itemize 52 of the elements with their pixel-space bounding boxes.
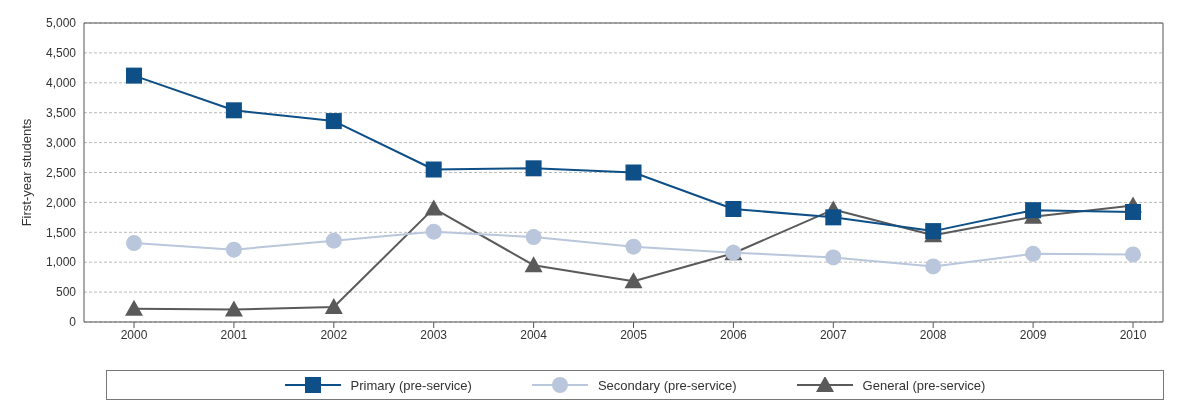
point bbox=[125, 299, 143, 316]
x-tick-label: 2009 bbox=[1019, 327, 1047, 342]
point bbox=[625, 238, 642, 255]
point bbox=[825, 249, 842, 266]
point bbox=[126, 235, 142, 252]
x-tick-label: 2002 bbox=[320, 327, 348, 342]
point bbox=[425, 223, 442, 240]
y-tick-label: 3,000 bbox=[45, 135, 77, 150]
point bbox=[325, 113, 342, 130]
point bbox=[825, 209, 842, 226]
point bbox=[625, 164, 642, 181]
point bbox=[525, 160, 542, 177]
x-tick-label: 2008 bbox=[919, 327, 947, 342]
point bbox=[1025, 245, 1042, 262]
y-tick-label: 2,500 bbox=[45, 165, 77, 180]
point bbox=[324, 298, 343, 315]
x-tick-label: 2003 bbox=[420, 327, 448, 342]
point bbox=[1125, 246, 1141, 263]
point bbox=[224, 300, 243, 317]
point bbox=[225, 241, 242, 258]
x-tick-label: 2001 bbox=[220, 327, 248, 342]
y-axis-title: First-year students bbox=[18, 118, 34, 227]
x-tick-label: 2006 bbox=[720, 327, 748, 342]
point bbox=[925, 258, 942, 275]
point bbox=[424, 199, 443, 216]
y-tick-label: 0 bbox=[69, 315, 77, 330]
point bbox=[1025, 202, 1042, 219]
point bbox=[624, 272, 643, 289]
x-tick-label: 2000 bbox=[120, 327, 148, 342]
legend-label: Secondary (pre-service) bbox=[597, 377, 737, 393]
point bbox=[524, 256, 543, 273]
y-tick-label: 3,500 bbox=[45, 105, 77, 120]
x-tick-label: 2007 bbox=[819, 327, 847, 342]
legend-label: General (pre-service) bbox=[862, 377, 986, 393]
point bbox=[725, 200, 742, 217]
point bbox=[1125, 203, 1141, 220]
x-tick-label: 2010 bbox=[1119, 327, 1147, 342]
point bbox=[126, 67, 142, 84]
x-tick-label: 2005 bbox=[620, 327, 648, 342]
y-tick-label: 1,500 bbox=[45, 225, 77, 240]
y-tick-label: 500 bbox=[55, 285, 77, 300]
point bbox=[425, 161, 442, 178]
y-tick-label: 4,500 bbox=[45, 46, 77, 61]
y-tick-label: 1,000 bbox=[45, 255, 77, 270]
y-tick-label: 4,000 bbox=[45, 76, 77, 91]
point bbox=[325, 232, 342, 249]
legend-label: Primary (pre-service) bbox=[350, 377, 472, 393]
x-tick-label: 2004 bbox=[520, 327, 548, 342]
point bbox=[525, 229, 542, 246]
point bbox=[225, 102, 242, 119]
y-tick-label: 2,000 bbox=[45, 195, 77, 210]
y-tick-label: 5,000 bbox=[45, 16, 77, 31]
